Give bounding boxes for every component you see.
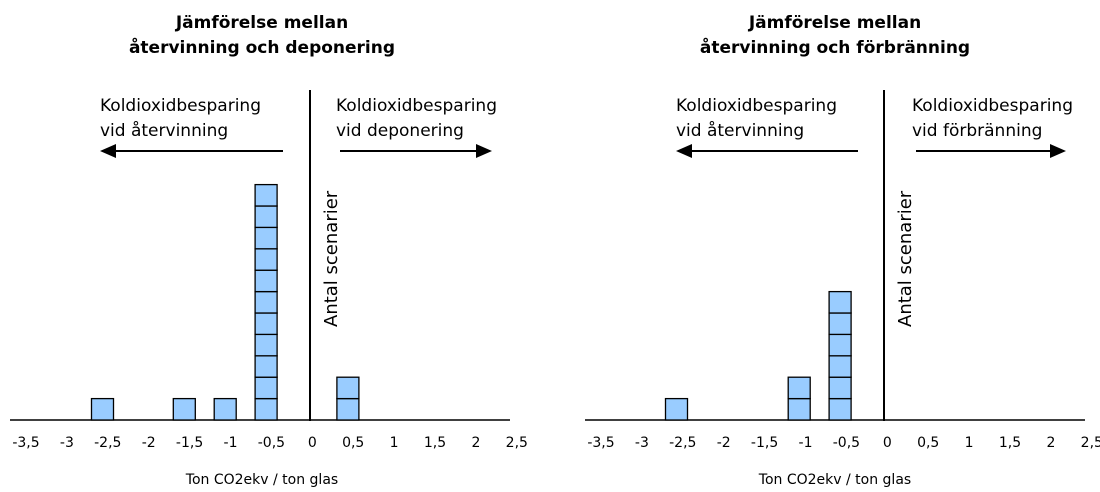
x-tick-label: 1 — [965, 435, 974, 451]
tick-labels: -3,5 -3 -2,5 -2 -1,5 -1 -0,5 0 0,5 1 1,5 2 2,5 — [587, 435, 1100, 451]
bars-group — [90, 183, 360, 421]
bar-unit — [254, 248, 278, 271]
bar-unit — [336, 397, 360, 421]
left-region-label-line1: Koldioxidbesparing — [100, 96, 261, 116]
x-tick-label: 0 — [308, 435, 317, 451]
x-axis-label: Ton CO2ekv / ton glas — [758, 472, 911, 488]
chart-deponering: Jämförelse mellan återvinning och depone… — [10, 13, 528, 488]
bar-unit — [254, 397, 278, 421]
left-region-label-line2: vid återvinning — [100, 120, 228, 141]
right-region-label-line2: vid förbränning — [912, 121, 1042, 141]
chart-title-line1: Jämförelse mellan — [175, 13, 348, 33]
bar — [254, 183, 278, 421]
x-tick-label: -2,5 — [94, 435, 121, 451]
bar-unit — [254, 355, 278, 378]
bar-unit — [213, 397, 237, 421]
bar — [787, 376, 811, 421]
x-tick-label: -1,5 — [751, 435, 778, 451]
right-arrow — [916, 144, 1066, 158]
x-tick-label: -3,5 — [587, 435, 614, 451]
bar — [90, 397, 115, 421]
bar-unit — [828, 397, 852, 421]
tick-labels: -3,5 -3 -2,5 -2 -1,5 -1 -0,5 0 0,5 1 1,5 2 2,5 — [12, 435, 528, 451]
y-axis-label: Antal scenarier — [321, 190, 342, 327]
bar-unit — [336, 376, 360, 400]
bar-unit — [254, 376, 278, 400]
bar-unit — [828, 376, 852, 400]
x-tick-label: 2,5 — [1081, 435, 1100, 451]
bar — [828, 290, 852, 421]
x-tick-label: -3,5 — [12, 435, 39, 451]
bar-unit — [254, 183, 278, 207]
bar-unit — [787, 397, 811, 421]
x-tick-label: 2,5 — [506, 435, 528, 451]
bar-unit — [828, 355, 852, 378]
bar-unit — [90, 397, 115, 421]
bar-unit — [254, 226, 278, 250]
left-region-label-line1: Koldioxidbesparing — [676, 96, 837, 116]
x-tick-label: 0 — [883, 435, 892, 451]
left-arrow — [100, 144, 283, 158]
x-tick-label: -1 — [799, 435, 813, 451]
x-tick-label: -2 — [717, 435, 731, 451]
right-region-label-line2: vid deponering — [336, 121, 464, 141]
bar-unit — [828, 312, 852, 336]
bars-group — [664, 290, 852, 421]
x-axis-label: Ton CO2ekv / ton glas — [185, 472, 338, 488]
bar-unit — [828, 333, 852, 357]
bar — [172, 397, 196, 421]
x-tick-label: 0,5 — [917, 435, 939, 451]
bar-unit — [254, 333, 278, 357]
bar — [336, 376, 360, 421]
x-tick-label: -3 — [635, 435, 649, 451]
x-tick-label: -2 — [142, 435, 156, 451]
bar-unit — [254, 269, 278, 293]
y-axis-label: Antal scenarier — [895, 190, 916, 327]
x-tick-label: -1 — [224, 435, 238, 451]
left-region-label-line2: vid återvinning — [676, 120, 804, 141]
bar — [213, 397, 237, 421]
x-tick-label: -0,5 — [258, 435, 285, 451]
x-tick-label: 1,5 — [999, 435, 1021, 451]
x-tick-label: -2,5 — [669, 435, 696, 451]
x-tick-label: 1,5 — [424, 435, 446, 451]
bar-unit — [787, 376, 811, 400]
left-arrow — [676, 144, 858, 158]
x-tick-label: -3 — [60, 435, 74, 451]
bar-unit — [254, 205, 278, 229]
bar-unit — [664, 397, 689, 421]
chart-title-line2: återvinning och förbränning — [700, 36, 970, 58]
right-arrow — [340, 144, 492, 158]
bar — [664, 397, 689, 421]
x-tick-label: 1 — [390, 435, 399, 451]
x-tick-label: 2 — [1046, 435, 1055, 451]
x-tick-label: -0,5 — [833, 435, 860, 451]
chart-title-line1: Jämförelse mellan — [748, 13, 921, 33]
chart-forbranning: Jämförelse mellan återvinning och förbrä… — [585, 13, 1100, 488]
bar-unit — [254, 290, 278, 314]
bar-unit — [828, 290, 852, 314]
bar-unit — [254, 312, 278, 336]
right-region-label-line1: Koldioxidbesparing — [912, 96, 1073, 116]
chart-title-line2: återvinning och deponering — [129, 36, 395, 58]
x-tick-label: 0,5 — [342, 435, 364, 451]
x-tick-label: 2 — [471, 435, 480, 451]
right-region-label-line1: Koldioxidbesparing — [336, 96, 497, 116]
bar-unit — [172, 397, 196, 421]
x-tick-label: -1,5 — [176, 435, 203, 451]
